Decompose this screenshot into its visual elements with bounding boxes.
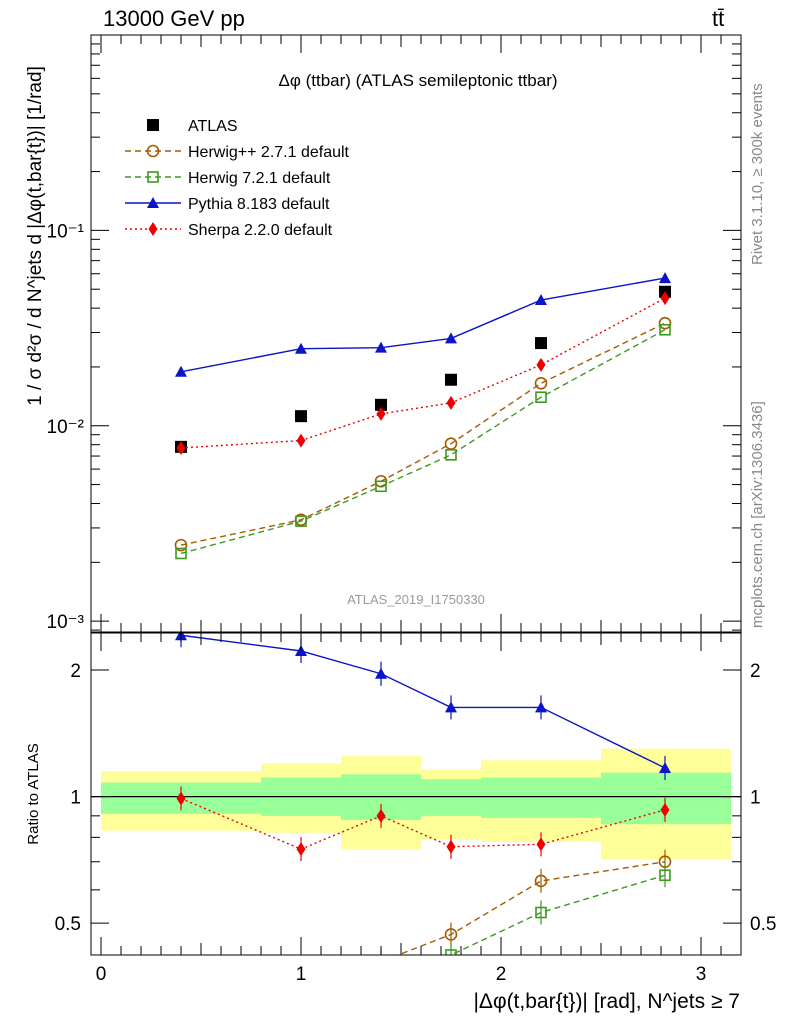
atlas-point bbox=[295, 410, 307, 423]
ratio-herwig7-point bbox=[659, 869, 671, 882]
pythia-point bbox=[295, 342, 307, 354]
rivet-version-label: Rivet 3.1.10, ≥ 300k events bbox=[749, 83, 766, 265]
process-label: tt̄ bbox=[712, 6, 724, 31]
ratio-sherpa-point bbox=[376, 808, 386, 823]
herwig7-point bbox=[295, 515, 307, 527]
ratio-sherpa-line bbox=[180, 797, 666, 850]
ratio-herwig7-point bbox=[296, 1018, 306, 1024]
atlas-point bbox=[375, 398, 387, 411]
x-axis-label: |Δφ(t,bar{t})| [rad], N^jets ≥ 7 bbox=[473, 990, 740, 1013]
legend-marker-herwig7 bbox=[147, 171, 159, 183]
sherpa-point bbox=[176, 440, 186, 455]
pythia-point bbox=[445, 332, 457, 344]
ratio-y-tick-label-right: 1 bbox=[750, 788, 761, 809]
herwig7-point bbox=[659, 323, 671, 336]
ratio-panel-frame bbox=[90, 632, 742, 956]
ratio-sherpa-point bbox=[536, 837, 546, 852]
pythia-line bbox=[180, 277, 666, 373]
legend-marker-pythia bbox=[147, 197, 159, 208]
ratio-herwigpp-point bbox=[444, 928, 458, 941]
pythia-point bbox=[175, 365, 187, 377]
ratio-sherpa-point bbox=[296, 842, 306, 857]
ratio-herwigpp-point bbox=[296, 1011, 307, 1022]
herwig7-line bbox=[180, 329, 666, 555]
herwig7-point bbox=[535, 391, 547, 404]
ratio-y-tick-label-right: 0.5 bbox=[750, 914, 776, 935]
x-tick-label: 1 bbox=[296, 964, 307, 985]
legend-marker-atlas bbox=[147, 119, 159, 131]
ratio-herwig7-point bbox=[535, 906, 547, 919]
legend-label-herwigpp: Herwig++ 2.7.1 default bbox=[188, 144, 350, 161]
legend-label-herwig7: Herwig 7.2.1 default bbox=[188, 170, 331, 187]
ratio-pythia-point bbox=[445, 701, 457, 713]
herwig7-point bbox=[175, 547, 187, 560]
x-tick-label: 3 bbox=[696, 964, 707, 985]
atlas-point bbox=[445, 373, 457, 386]
sherpa-point bbox=[446, 395, 456, 410]
ratio-herwig7-point bbox=[445, 949, 457, 955]
ratio-y-tick-label-left: 0.5 bbox=[55, 914, 81, 935]
ratio-y-axis-label: Ratio to ATLAS bbox=[25, 743, 42, 844]
main-y-axis-label: 1 / σ d²σ / d N^jets d |Δφ(t,bar{t})| [1… bbox=[25, 66, 46, 406]
pythia-point bbox=[375, 341, 387, 353]
herwig7-point bbox=[445, 449, 457, 461]
legend-label-pythia: Pythia 8.183 default bbox=[188, 196, 330, 213]
ratio-pythia-point bbox=[535, 701, 547, 713]
ratio-pythia-point bbox=[375, 667, 387, 679]
sherpa-point bbox=[376, 406, 386, 421]
herwig7-point bbox=[375, 480, 387, 493]
pythia-point bbox=[659, 272, 671, 284]
y-tick-label: 10⁻² bbox=[47, 417, 85, 438]
ratio-sherpa-point bbox=[446, 839, 456, 854]
ratio-herwigpp-point bbox=[534, 874, 548, 888]
uncertainty-band-inner bbox=[481, 777, 601, 818]
legend: ATLAS Herwig++ 2.7.1 default Herwig 7.2.1 … bbox=[125, 118, 350, 239]
legend-marker-herwigpp bbox=[146, 144, 160, 158]
ratio-sherpa-point bbox=[660, 802, 670, 817]
herwigpp-point bbox=[658, 316, 672, 330]
ratio-panel: 0.5 0.5 1 1 2 2 0 1 2 3 Ratio to ATLAS |Δφ(t,bar{… bbox=[25, 632, 776, 1024]
herwigpp-line bbox=[180, 322, 666, 546]
main-panel-frame bbox=[90, 34, 742, 633]
legend-marker-sherpa bbox=[148, 222, 158, 236]
legend-label-sherpa: Sherpa 2.2.0 default bbox=[188, 222, 333, 239]
main-panel: 10⁻³ 10⁻² 10⁻¹ Δφ (ttbar) (ATLAS semilepto… bbox=[25, 34, 742, 633]
ratio-y-tick-label-left: 2 bbox=[70, 661, 81, 682]
collision-label: 13000 GeV pp bbox=[103, 6, 245, 31]
ratio-herwig7-point bbox=[376, 968, 386, 978]
ratio-y-tick-label-left: 1 bbox=[70, 788, 81, 809]
ratio-pythia-line bbox=[180, 634, 666, 769]
x-tick-label: 2 bbox=[496, 964, 507, 985]
ratio-pythia-point bbox=[659, 761, 671, 773]
y-tick-label: 10⁻¹ bbox=[47, 221, 85, 242]
atlas-point bbox=[535, 337, 547, 350]
ratio-sherpa-point bbox=[176, 791, 186, 806]
sherpa-line bbox=[180, 297, 666, 449]
ratio-y-tick-label-right: 2 bbox=[750, 661, 761, 682]
pythia-point bbox=[535, 294, 547, 306]
uncertainty-band-inner bbox=[421, 779, 481, 816]
x-tick-label: 0 bbox=[96, 964, 107, 985]
ratio-herwig7-point bbox=[176, 1018, 186, 1024]
y-tick-label: 10⁻³ bbox=[47, 612, 85, 633]
ratio-herwigpp-point bbox=[176, 999, 187, 1010]
uncertainty-band-inner bbox=[601, 772, 731, 825]
sherpa-point bbox=[296, 433, 306, 448]
ratio-herwigpp-line bbox=[396, 861, 666, 955]
herwigpp-point bbox=[174, 538, 188, 552]
legend-label-atlas: ATLAS bbox=[188, 118, 238, 135]
watermark-label: ATLAS_2019_I1750330 bbox=[347, 592, 485, 607]
sherpa-point bbox=[536, 357, 546, 372]
herwigpp-point bbox=[534, 376, 548, 390]
ratio-herwigpp-point bbox=[376, 956, 387, 967]
sherpa-point bbox=[660, 291, 670, 306]
mcplots-source-label: mcplots.cern.ch [arXiv:1306.3436] bbox=[749, 401, 766, 628]
main-plot-title: Δφ (ttbar) (ATLAS semileptonic ttbar) bbox=[278, 71, 557, 90]
